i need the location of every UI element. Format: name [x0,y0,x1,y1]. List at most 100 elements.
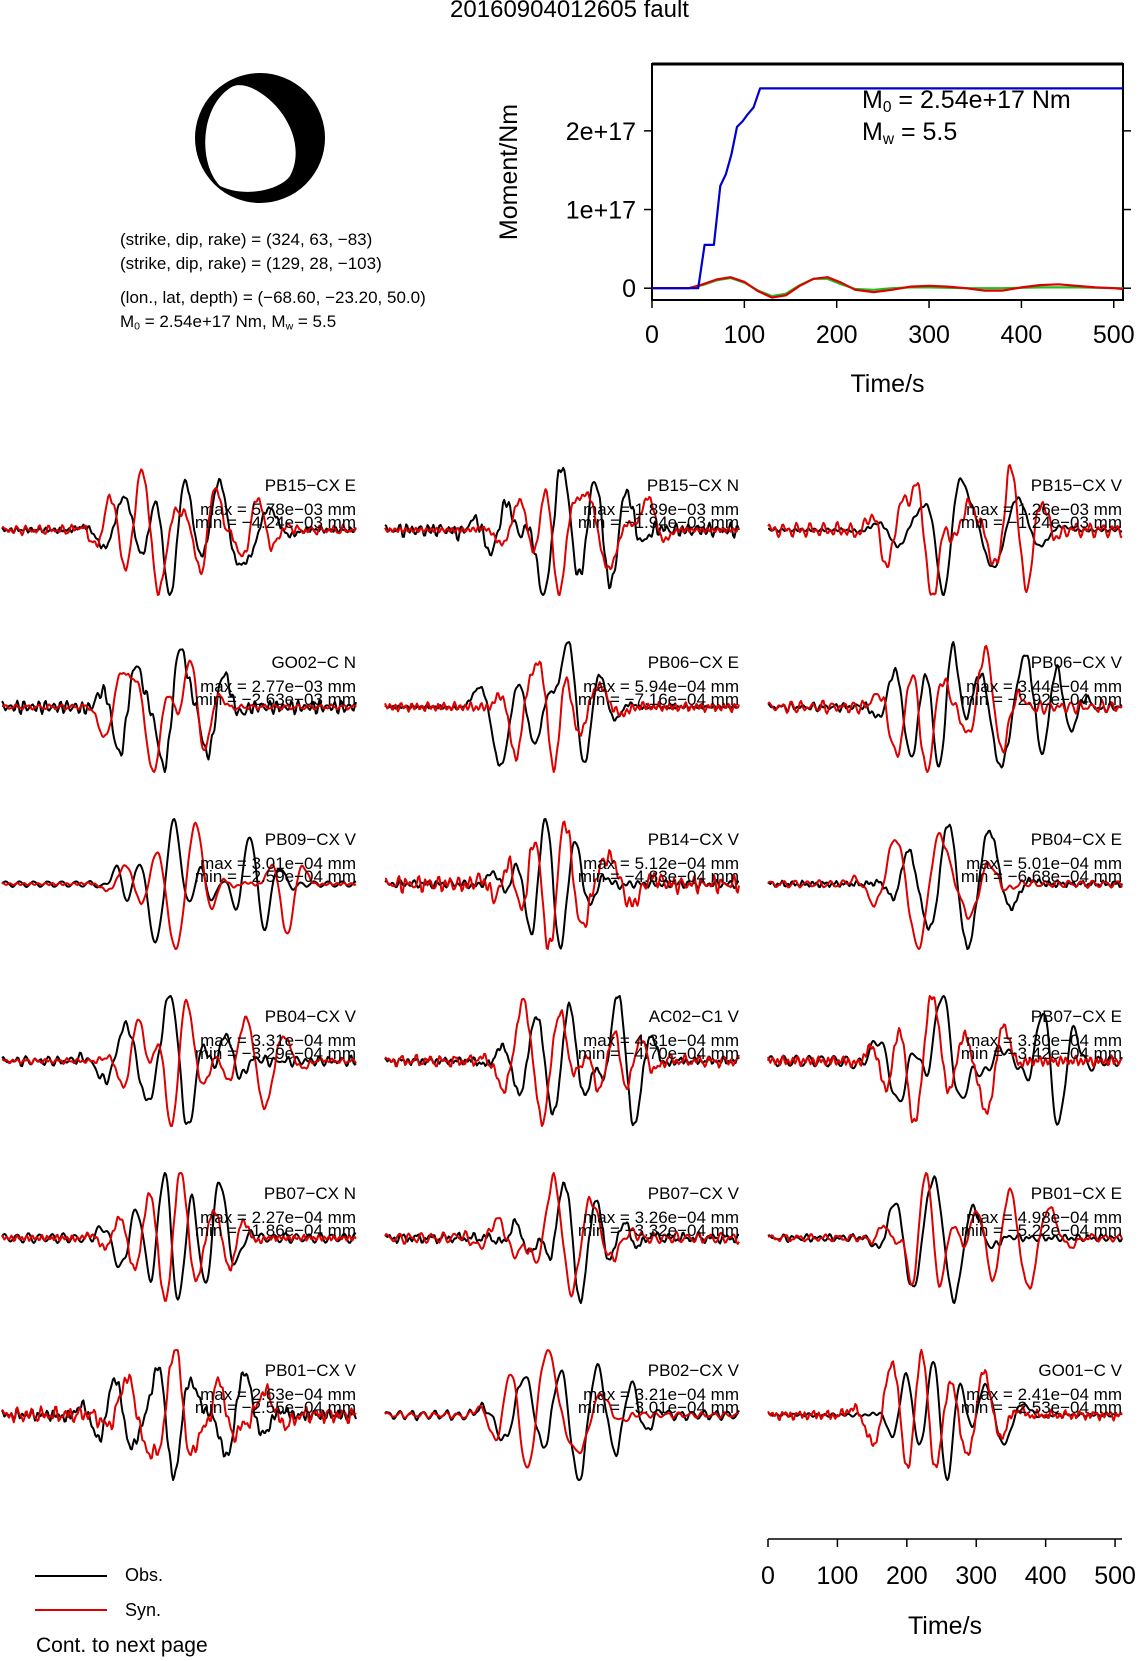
moment-series-source-time-function [652,276,1124,299]
station-max: max = 3.26e−04 mm [583,1208,739,1227]
station-panel [384,1172,740,1304]
station-panel [767,823,1123,950]
observed-trace [1,477,357,596]
station-max: max = 4.31e−04 mm [583,1031,739,1050]
waveform-xtick-label: 0 [761,1562,775,1590]
synthetic-trace [1,1172,357,1302]
waveform-time-axis: 0 100 200 300 400 500 Time/s [761,1538,1136,1640]
station-name: PB07−CX E [1030,1007,1122,1026]
annot-m0-sub: 0 [882,98,892,116]
m0-value: = 2.54e+17 Nm, M [140,312,286,331]
station-min: min = −4.70e−04 mm [577,1044,739,1063]
station-name: PB02−CX V [647,1361,739,1380]
station-name: PB01−CX V [264,1361,356,1380]
station-max: max = 5.12e−04 mm [583,854,739,873]
station-min: min = −3.42e−04 mm [960,1044,1122,1063]
moment-xtick-label: 100 [723,321,765,349]
synthetic-trace [767,464,1123,596]
station-min: min = −3.32e−04 mm [577,1221,739,1240]
legend-syn-label: Syn. [125,1600,162,1620]
synthetic-trace [384,1172,740,1298]
station-min: min = −5.22e−04 mm [960,1221,1122,1240]
station-max: max = 4.98e−04 mm [966,1208,1122,1227]
station-panel [1,818,357,950]
observed-trace [767,823,1123,950]
location-line: (lon., lat, depth) = (−68.60, −23.20, 50… [120,288,426,307]
moment-xtick-label: 400 [1001,321,1043,349]
station-name: PB07−CX N [263,1184,356,1203]
station-name: PB07−CX V [647,1184,739,1203]
station-panel [1,1349,357,1481]
synthetic-trace [1,821,357,950]
station-max: max = 5.94e−04 mm [583,677,739,696]
station-panel [767,1172,1123,1304]
waveform-xlabel: Time/s [908,1612,982,1640]
moment-chart: 0 100 200 300 400 500 0 1e+17 2e+17 Time/s Moment/… [495,62,1135,398]
station-max: max = 3.30e−04 mm [966,1031,1122,1050]
moment-xtick-label: 500 [1093,321,1135,349]
station-panel [767,464,1123,596]
station-min: min = −1.86e−04 mm [194,1221,356,1240]
mw-subscript: w [285,320,294,333]
station-min: min = −1.24e−03 mm [960,513,1122,532]
annot-mw-symbol: M [862,118,883,146]
station-panel [384,995,740,1127]
station-panel [767,995,1123,1126]
station-max: max = 1.26e−03 mm [966,500,1122,519]
moment-xtick-label: 0 [645,321,659,349]
moment-xtick-label: 200 [816,321,858,349]
station-min: min = −2.92e−04 mm [960,690,1122,709]
station-max: max = 1.89e−03 mm [583,500,739,519]
station-panel [1,468,357,596]
station-max: max = 2.63e−04 mm [200,1385,356,1404]
station-name: PB04−CX V [264,1007,356,1026]
station-name: GO02−C N [271,653,356,672]
station-name: GO01−C V [1038,1361,1122,1380]
station-name: PB06−CX E [647,653,739,672]
observed-trace [767,641,1123,769]
page-title: 20160904012605 fault [450,0,689,23]
station-max: max = 5.78e−03 mm [200,500,356,519]
annot-m0-symbol: M [862,86,883,114]
observed-trace [767,995,1123,1126]
moment-annotation-mw: Mw = 5.5 [862,118,957,147]
station-panel [1,995,357,1127]
annot-mw-sub: w [882,130,895,148]
station-min: min = −4.24e−03 mm [194,513,356,532]
station-name: PB01−CX E [1030,1184,1122,1203]
mechanism-line-2: (strike, dip, rake) = (129, 28, −103) [120,254,382,273]
synthetic-trace [384,488,740,596]
synthetic-trace [1,1349,357,1460]
station-max: max = 3.44e−04 mm [966,677,1122,696]
station-panel [1,1172,357,1302]
synthetic-trace [767,995,1123,1124]
beachball-dilatational [205,85,296,192]
moment-series-source-time-function-2 [652,276,1124,298]
waveform-xtick-label: 400 [1025,1562,1067,1590]
station-panel [384,818,740,950]
synthetic-trace [767,831,1123,950]
synthetic-trace [1,998,357,1127]
moment-line: M0 = 2.54e+17 Nm, Mw = 5.5 [120,312,336,332]
station-min: min = −2.55e−04 mm [194,1398,356,1417]
synthetic-trace [767,1349,1123,1469]
station-min: min = −7.16e−04 mm [577,690,739,709]
station-min: min = −2.63e−03 mm [194,690,356,709]
moment-series-cumulative-moment [652,87,1123,290]
station-max: max = 3.21e−04 mm [583,1385,739,1404]
m0-symbol: M [120,312,135,331]
moment-ytick-label: 1e+17 [566,197,636,225]
station-name: PB15−CX E [264,476,356,495]
synthetic-trace [1,659,357,773]
station-min: min = −4.83e−04 mm [577,867,739,886]
moment-xlabel: Time/s [850,370,924,398]
station-name: PB15−CX N [646,476,739,495]
station-min: min = −1.94e−03 mm [577,513,739,532]
station-panel [384,641,740,773]
station-name: PB04−CX E [1030,830,1122,849]
waveform-xtick-label: 200 [886,1562,928,1590]
mechanism-line-1: (strike, dip, rake) = (324, 63, −83) [120,230,373,249]
station-min: min = −3.29e−04 mm [194,1044,356,1063]
station-min: min = −6.68e−04 mm [960,867,1122,886]
legend-obs-label: Obs. [125,1565,164,1585]
